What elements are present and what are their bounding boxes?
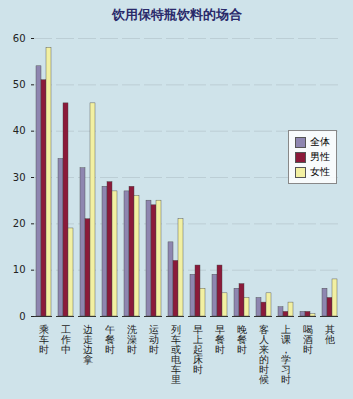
svg-text:列车或电车里: 列车或电车里	[171, 324, 181, 385]
svg-text:20: 20	[13, 218, 26, 229]
svg-text:运动时: 运动时	[149, 324, 159, 355]
html-text:饮用保特瓶饮料的场合: 饮用保特瓶饮料的场合	[111, 7, 242, 22]
svg-text:早上起床时: 早上起床时	[193, 324, 203, 375]
svg-text:客人来的时候: 客人来的时候	[259, 324, 269, 385]
html-text:女性: 女性	[310, 166, 330, 177]
html-text:全体: 全体	[310, 136, 330, 147]
svg-text:10: 10	[13, 264, 26, 275]
svg-text:洗澡时: 洗澡时	[127, 324, 137, 355]
html-text:男性: 男性	[310, 151, 330, 162]
svg-text:早餐时: 早餐时	[215, 324, 225, 355]
svg-text:上课，学习时: 上课，学习时	[281, 324, 291, 385]
svg-text:晚餐时: 晚餐时	[237, 324, 247, 355]
svg-text:乘车时: 乘车时	[39, 324, 49, 355]
svg-text:0: 0	[19, 311, 25, 322]
svg-text:工作中: 工作中	[60, 324, 71, 355]
svg-text:40: 40	[13, 125, 26, 136]
svg-text:其他: 其他	[325, 324, 335, 345]
svg-text:边走边拿: 边走边拿	[83, 324, 93, 365]
svg-text:午餐时: 午餐时	[105, 324, 115, 355]
svg-text:60: 60	[13, 33, 26, 44]
svg-text:50: 50	[13, 79, 26, 90]
svg-text:喝酒时: 喝酒时	[303, 324, 313, 355]
svg-text:30: 30	[13, 172, 26, 183]
